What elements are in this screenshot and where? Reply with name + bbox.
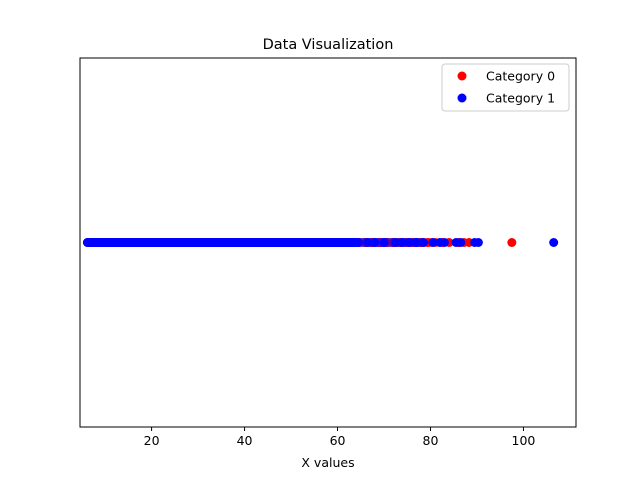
category-1-point xyxy=(391,238,401,247)
category-1-point xyxy=(370,238,380,247)
x-axis-label: X values xyxy=(301,455,354,470)
category-1-point xyxy=(379,238,389,247)
category-1-point xyxy=(549,238,559,247)
category-1-point xyxy=(353,238,363,247)
category-1-point xyxy=(428,238,438,247)
category-1-point xyxy=(88,238,98,247)
chart-title: Data Visualization xyxy=(263,37,394,53)
category-1-point xyxy=(456,238,466,247)
legend-marker-category-0 xyxy=(457,71,467,81)
x-tick-label: 80 xyxy=(423,433,439,448)
category-1-point xyxy=(363,238,373,247)
x-axis: 20 40 60 80 100 xyxy=(144,427,536,448)
category-0-point xyxy=(507,238,517,247)
legend-box xyxy=(441,63,570,112)
category-1-point xyxy=(473,238,483,247)
points-layer xyxy=(82,238,559,247)
x-tick-label: 60 xyxy=(330,433,346,448)
legend-label-category-1: Category 1 xyxy=(486,91,555,106)
legend-marker-category-1 xyxy=(457,93,467,103)
category-1-point xyxy=(398,238,408,247)
x-tick-label: 20 xyxy=(144,433,160,448)
category-1-point xyxy=(439,238,449,247)
x-tick-label: 100 xyxy=(512,433,536,448)
legend: Category 0 Category 1 xyxy=(441,63,570,112)
category-1-point xyxy=(419,238,429,247)
category-1-point xyxy=(412,238,422,247)
legend-label-category-0: Category 0 xyxy=(486,69,555,84)
plot-area xyxy=(79,57,577,428)
x-tick-label: 40 xyxy=(237,433,253,448)
category-1-point xyxy=(405,238,415,247)
